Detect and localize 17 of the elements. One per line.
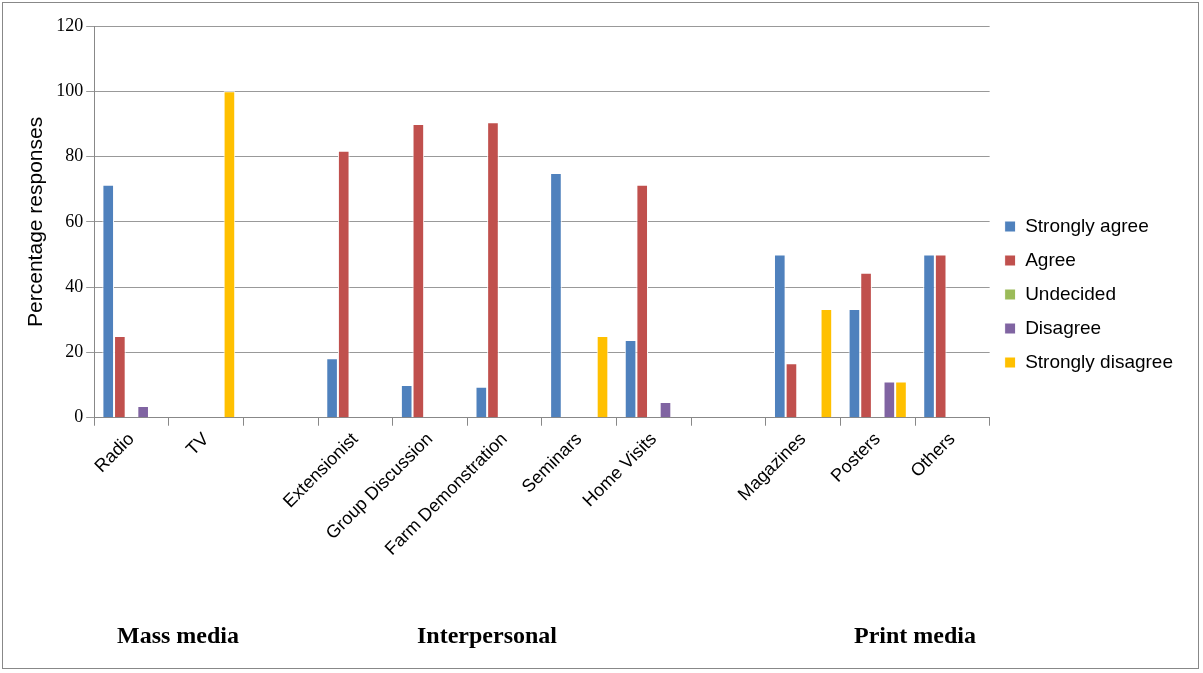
x-tick-label: TV [182, 428, 213, 459]
y-axis-title: Percentage responses [23, 116, 47, 327]
legend-label: Undecided [1025, 282, 1116, 304]
y-tick-label: 60 [65, 210, 84, 231]
y-tick-label: 80 [65, 145, 84, 166]
legend-label: Strongly disagree [1025, 350, 1174, 372]
y-tick-label: 120 [56, 14, 84, 35]
y-tick-label: 100 [56, 80, 84, 101]
legend-label: Agree [1025, 248, 1076, 270]
y-tick-label: 20 [65, 341, 84, 362]
y-tick-label: 0 [74, 406, 84, 427]
text: Mass media [117, 622, 239, 649]
y-tick-label: 40 [65, 275, 84, 296]
text: Interpersonal [417, 622, 557, 649]
legend-label: Disagree [1025, 316, 1102, 338]
legend-label: Strongly agree [1025, 214, 1149, 236]
text: Print media [854, 622, 976, 649]
